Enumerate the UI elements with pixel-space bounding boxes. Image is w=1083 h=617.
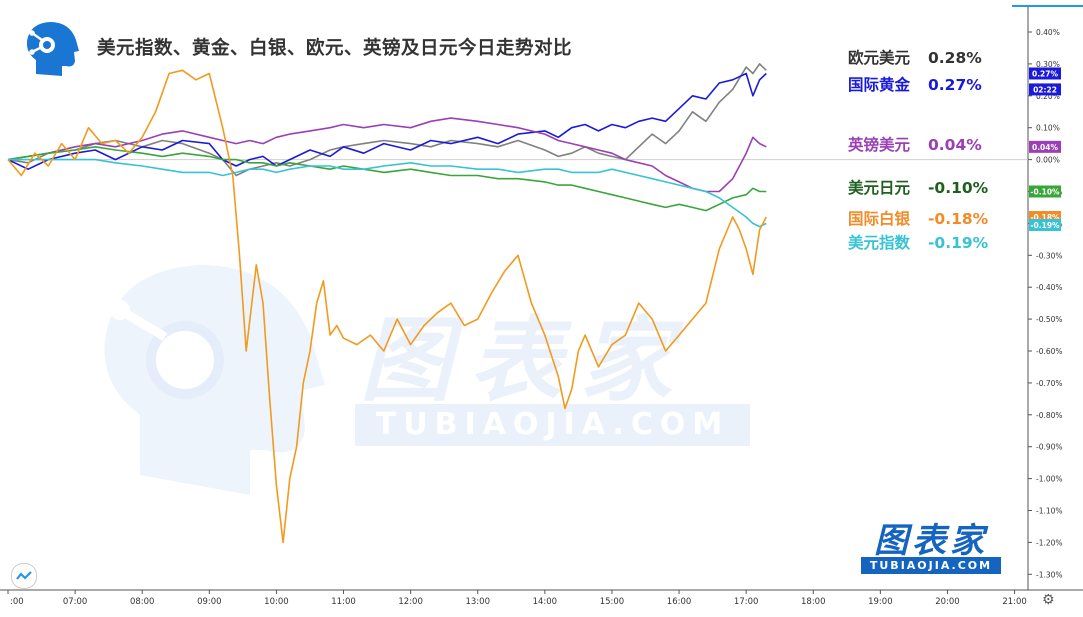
price-badge: [1029, 218, 1061, 231]
legend-item: 英镑美元 0.04%: [848, 133, 982, 155]
legend-name: 欧元美元: [848, 49, 911, 67]
y-tick-label: -1.00%: [1036, 475, 1063, 484]
price-badge-label: -0.19%: [1030, 221, 1060, 230]
x-tick-label: 15:00: [600, 597, 625, 607]
price-badge-label: 0.27%: [1032, 69, 1059, 78]
y-tick-label: -0.90%: [1036, 443, 1063, 452]
settings-gear-icon[interactable]: ⚙: [1042, 592, 1055, 608]
robot-head-logo-icon: [26, 22, 79, 76]
legend-item: 国际白银 -0.18%: [848, 207, 988, 229]
y-tick-label: -0.70%: [1036, 379, 1063, 388]
y-tick-label: 0.10%: [1036, 124, 1060, 133]
x-tick-label: 13:00: [465, 597, 490, 607]
y-tick-label: -1.20%: [1036, 538, 1063, 547]
price-badge-label: 0.04%: [1032, 143, 1059, 152]
watermark-cn: 图表家: [360, 307, 691, 414]
legend-name: 英镑美元: [848, 136, 911, 154]
x-tick-label: 10:00: [264, 597, 289, 607]
y-tick-label: 0.40%: [1036, 28, 1060, 37]
price-badge-label: 02:22: [1033, 85, 1057, 94]
y-tick-label: -1.10%: [1036, 507, 1063, 516]
x-tick-label: 16:00: [667, 597, 692, 607]
x-tick-label: 18:00: [801, 597, 826, 607]
x-tick-label: 14:00: [533, 597, 558, 607]
legend-name: 国际黄金: [848, 76, 911, 94]
legend-value: 0.28%: [928, 49, 982, 67]
y-tick-label: -0.50%: [1036, 315, 1063, 324]
series-line: [7, 69, 768, 544]
x-tick-label: 12:00: [398, 597, 423, 607]
legend-value: -0.10%: [928, 179, 989, 197]
x-tick-label: 19:00: [868, 597, 893, 607]
price-badge: [1029, 140, 1061, 153]
price-badge-label: -0.18%: [1030, 213, 1060, 222]
x-tick-label: 11:00: [331, 597, 356, 607]
legend-item: 国际黄金 0.27%: [848, 73, 982, 95]
brand-name-cn: 图表家: [874, 521, 988, 561]
watermark-head-icon: [104, 265, 325, 495]
x-tick-label: :00: [10, 597, 24, 607]
legend-name: 国际白银: [848, 210, 911, 228]
series-line: [7, 63, 767, 177]
x-tick-label: 09:00: [197, 597, 222, 607]
y-tick-label: -0.60%: [1036, 347, 1063, 356]
x-tick-label: 21:00: [1002, 597, 1027, 607]
tradingview-logo-icon[interactable]: [11, 563, 37, 589]
series-line: [7, 117, 767, 193]
price-badge: [1029, 83, 1061, 96]
series-line: [8, 158, 767, 228]
legend-value: 0.04%: [928, 136, 982, 154]
legend-value: 0.27%: [928, 76, 982, 94]
watermark-en: TUBIAOJIA.COM: [355, 404, 750, 446]
y-tick-label: -0.80%: [1036, 411, 1063, 420]
legend-item: 欧元美元 0.28%: [848, 46, 982, 68]
legend-item: 美元指数 -0.19%: [848, 231, 988, 253]
page-title: 美元指数、黄金、白银、欧元、英镑及日元今日走势对比: [97, 38, 573, 59]
y-tick-label: 0.20%: [1036, 92, 1060, 101]
series-line: [7, 72, 767, 170]
legend-value: -0.18%: [928, 210, 989, 228]
y-tick-label: 0.30%: [1036, 60, 1060, 69]
y-tick-label: -0.30%: [1036, 251, 1063, 260]
brand-logo: 图表家 TUBIAOJIA.COM: [857, 513, 1005, 575]
legend-item: 美元日元 -0.10%: [848, 176, 988, 198]
legend-name: 美元指数: [848, 234, 911, 252]
series-line: [7, 146, 767, 212]
y-tick-label: 0.00%: [1036, 156, 1060, 165]
brand-name-en: TUBIAOJIA.COM: [861, 557, 1001, 574]
x-tick-label: 08:00: [130, 597, 155, 607]
price-badge: [1029, 185, 1061, 198]
y-tick-label: -1.30%: [1036, 570, 1063, 579]
x-tick-label: 20:00: [935, 597, 960, 607]
legend-name: 美元日元: [848, 179, 911, 197]
legend-value: -0.19%: [928, 234, 989, 252]
x-tick-label: 17:00: [734, 597, 759, 607]
price-badge: [1029, 67, 1061, 80]
x-tick-label: 07:00: [63, 597, 88, 607]
price-badge-label: -0.10%: [1030, 188, 1060, 197]
y-tick-label: -0.40%: [1036, 283, 1063, 292]
